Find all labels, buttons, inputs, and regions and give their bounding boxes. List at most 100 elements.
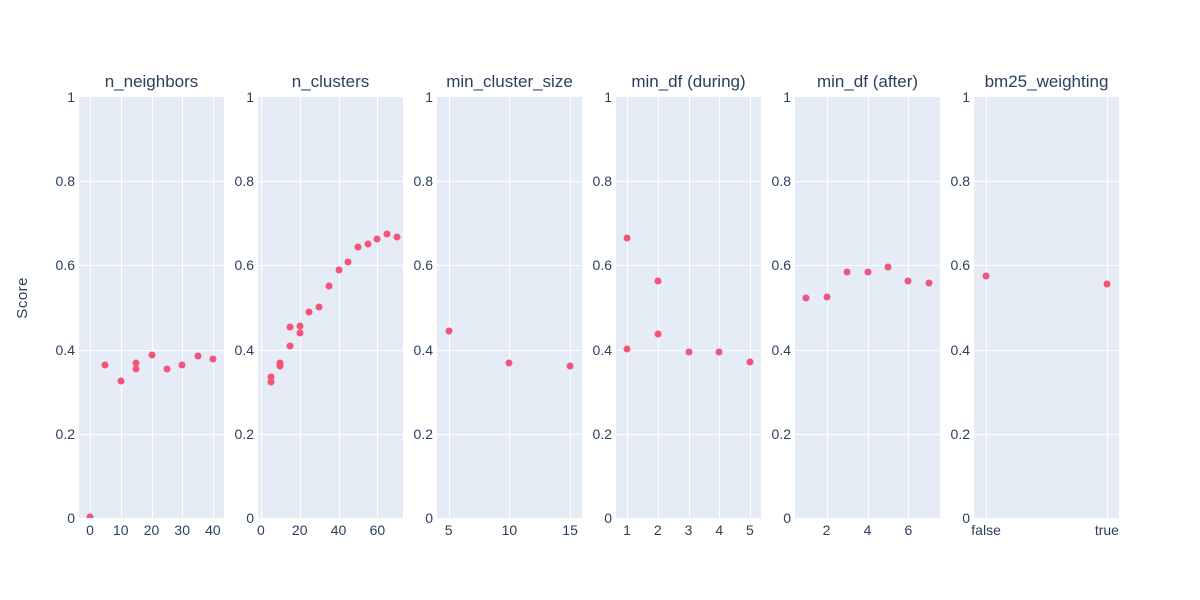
x-gridline (299, 97, 301, 518)
y-tick-label: 1 (962, 89, 970, 105)
subplot-plot-area-2[interactable] (437, 97, 582, 518)
scatter-point[interactable] (286, 323, 294, 331)
y-gridline (258, 181, 403, 183)
scatter-point[interactable] (623, 345, 631, 353)
y-tick-label: 0.2 (55, 425, 75, 442)
scatter-point[interactable] (373, 235, 381, 243)
x-tick-label: true (1094, 522, 1119, 538)
scatter-point[interactable] (209, 355, 217, 363)
scatter-point[interactable] (148, 351, 155, 359)
scatter-point[interactable] (884, 263, 892, 271)
scatter-point[interactable] (715, 348, 723, 356)
x-gridline (120, 97, 122, 518)
y-gridline (974, 265, 1119, 267)
y-gridline (974, 181, 1119, 183)
scatter-point[interactable] (354, 243, 362, 251)
y-gridline (795, 433, 940, 435)
y-gridline (974, 349, 1119, 351)
x-gridline (182, 97, 184, 518)
y-tick-label: 0 (604, 510, 612, 526)
scatter-point[interactable] (296, 322, 304, 330)
x-tick-label: 4 (863, 522, 872, 538)
x-tick-label: 40 (330, 522, 347, 538)
subplot-plot-area-3[interactable] (616, 97, 761, 518)
scatter-point[interactable] (86, 513, 94, 518)
scatter-point[interactable] (364, 240, 372, 247)
scatter-point[interactable] (267, 373, 275, 381)
scatter-point[interactable] (383, 230, 391, 238)
subplot-title-n-clusters: n_clusters (291, 72, 370, 91)
scatter-point[interactable] (654, 330, 662, 338)
scatter-point[interactable] (163, 365, 171, 373)
subplot-plot-area-5[interactable] (974, 97, 1119, 518)
y-gridline (616, 181, 761, 183)
x-gridline (151, 97, 153, 518)
y-tick-label: 0.6 (771, 257, 791, 274)
y-tick-label: 0.4 (234, 341, 254, 358)
subplot-plot-area-1[interactable] (258, 97, 403, 518)
y-tick-label: 0.8 (950, 173, 970, 190)
scatter-point[interactable] (393, 233, 401, 241)
x-tick-label: 5 (746, 522, 754, 538)
x-gridline (867, 97, 869, 518)
scatter-point[interactable] (823, 293, 831, 301)
y-tick-label: 0 (783, 510, 791, 526)
y-gridline (258, 349, 403, 351)
x-tick-label: 3 (684, 522, 693, 538)
x-gridline (260, 97, 262, 518)
scatter-point[interactable] (623, 234, 631, 242)
scatter-point[interactable] (286, 342, 294, 350)
scatter-point[interactable] (296, 329, 304, 337)
x-tick-label: 60 (369, 522, 386, 538)
y-gridline (795, 349, 940, 351)
x-gridline (657, 97, 659, 518)
x-gridline (448, 97, 450, 518)
subplot-title-bm25-weighting: bm25_weighting (984, 72, 1109, 91)
y-gridline (258, 265, 403, 267)
y-gridline (616, 265, 761, 267)
scatter-point[interactable] (1103, 280, 1111, 288)
y-gridline (974, 433, 1119, 435)
y-tick-label: 0.2 (592, 425, 612, 442)
x-gridline (570, 97, 572, 518)
y-gridline (795, 181, 940, 183)
scatter-point[interactable] (194, 352, 202, 360)
subplot-plot-area-0[interactable] (79, 97, 224, 518)
scatter-point[interactable] (344, 258, 352, 266)
x-tick-label: 2 (822, 522, 831, 538)
scatter-point[interactable] (132, 359, 140, 367)
scatter-point[interactable] (746, 358, 754, 366)
subplot-plot-area-4[interactable] (795, 97, 940, 518)
y-tick-label: 0 (246, 510, 254, 526)
scatter-point[interactable] (904, 277, 912, 285)
scatter-point[interactable] (325, 282, 333, 290)
scatter-point[interactable] (267, 378, 275, 386)
scatter-point[interactable] (566, 362, 574, 370)
scatter-point[interactable] (132, 365, 140, 373)
y-tick-label: 0.2 (234, 425, 254, 442)
scatter-point[interactable] (982, 272, 990, 280)
scatter-point[interactable] (685, 348, 692, 356)
scatter-point[interactable] (101, 361, 109, 369)
scatter-point[interactable] (505, 359, 513, 367)
x-tick-label: 10 (112, 522, 129, 538)
scatter-point[interactable] (117, 377, 125, 385)
y-tick-label: 0.2 (413, 425, 433, 442)
x-tick-label: false (971, 522, 1001, 538)
scatter-point[interactable] (276, 362, 284, 370)
scatter-point[interactable] (843, 268, 851, 276)
scatter-point[interactable] (445, 327, 453, 335)
y-tick-label: 1 (246, 89, 254, 105)
scatter-point[interactable] (335, 266, 343, 274)
scatter-point[interactable] (305, 308, 313, 316)
x-gridline (908, 97, 910, 518)
scatter-point[interactable] (315, 303, 323, 311)
y-tick-label: 0.4 (950, 341, 970, 358)
scatter-point[interactable] (925, 279, 933, 287)
scatter-point[interactable] (802, 294, 810, 302)
y-gridline (437, 433, 582, 435)
scatter-point[interactable] (864, 268, 871, 276)
scatter-point[interactable] (654, 277, 662, 285)
scatter-point[interactable] (178, 361, 186, 369)
